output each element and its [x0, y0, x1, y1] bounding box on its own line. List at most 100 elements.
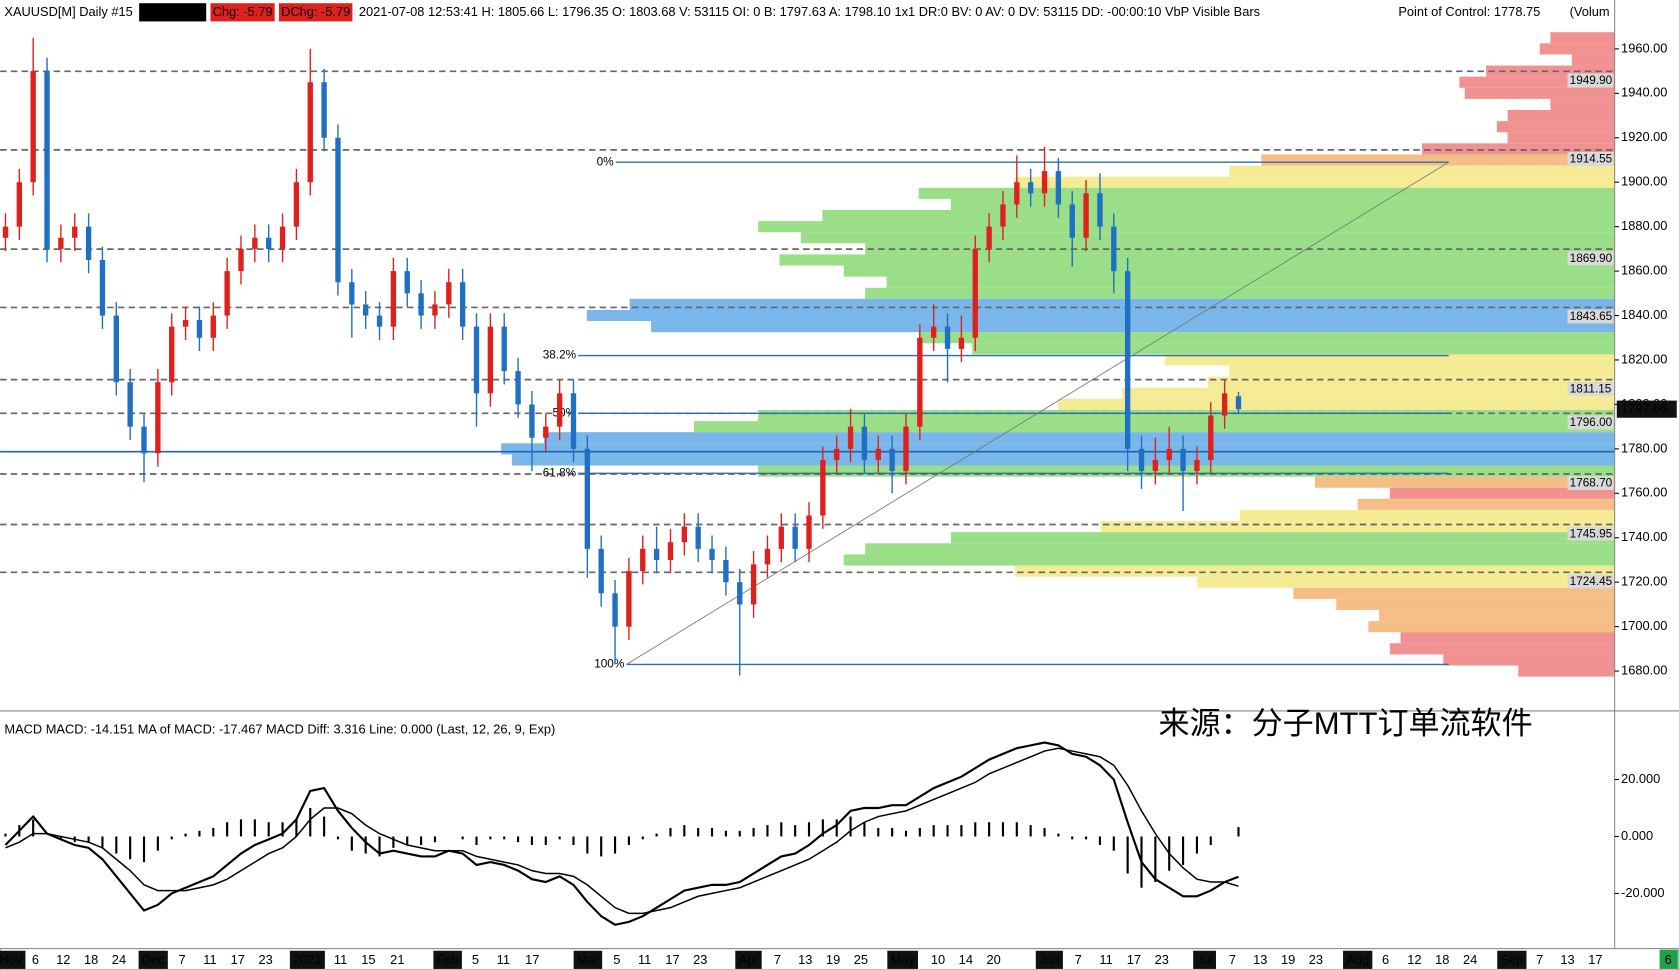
profile-bar: [1443, 654, 1615, 666]
candle-body: [279, 226, 286, 249]
profile-bar: [1197, 576, 1615, 588]
x-tick-label: 5: [613, 952, 620, 967]
y-tick-label: 1820.00: [1621, 351, 1667, 366]
candle-body: [432, 304, 438, 316]
candle-body: [598, 548, 604, 594]
candle-body: [446, 282, 452, 305]
level-label: 1914.55: [1570, 153, 1613, 166]
candle-body: [584, 448, 591, 549]
profile-bar: [758, 409, 1615, 422]
x-tick-label: 10: [931, 952, 945, 967]
candle-body: [1208, 415, 1214, 460]
profile-bar: [1057, 398, 1615, 410]
profile-bar: [1015, 176, 1615, 188]
x-tick-label: 17: [1588, 952, 1602, 967]
x-tick-label: 6: [1382, 952, 1389, 967]
profile-bar: [1207, 376, 1615, 388]
profile-bar: [1496, 121, 1615, 133]
x-tick-label: Feb: [437, 952, 459, 967]
profile-bar: [865, 287, 1615, 299]
x-tick-label: 7: [774, 952, 781, 967]
candle-body: [487, 326, 494, 394]
current-price: 1797.86: [1621, 401, 1667, 416]
candle-body: [917, 337, 923, 427]
profile-bar: [843, 554, 1615, 566]
x-tick-label: 13: [1253, 952, 1267, 967]
candle-body: [1055, 171, 1062, 205]
candle-body: [972, 248, 978, 338]
month-badge: [289, 950, 325, 969]
x-tick-label: 17: [1127, 952, 1141, 967]
x-tick-label: 14: [959, 952, 973, 967]
candle-body: [820, 459, 826, 516]
candle-body: [737, 582, 743, 605]
level-label-bg: [1567, 251, 1614, 266]
profile-bar: [1550, 32, 1615, 44]
profile-bar: [758, 221, 1615, 233]
candle-body: [543, 426, 549, 438]
profile-bar: [843, 265, 1615, 277]
header-dchg: DChg: -5.79: [281, 4, 350, 19]
header-badge: [210, 3, 275, 22]
candle-body: [667, 542, 674, 560]
x-tick-label: 17: [231, 952, 245, 967]
y-tick-label: 0.000: [1621, 828, 1653, 843]
profile-bar: [1518, 665, 1615, 677]
fib-label: 100%: [594, 658, 625, 671]
candle-body: [640, 548, 646, 572]
candle-body: [986, 226, 992, 249]
price-panel: 1949.90 1914.55 1869.90 1843.65 1811.15 1796.…: [0, 32, 1615, 677]
month-badge: [1497, 950, 1527, 969]
x-tick-label: 25: [854, 952, 868, 967]
candle-body: [875, 448, 881, 460]
profile-bar: [1122, 387, 1615, 399]
header-chg: Chg: -5.79: [213, 4, 273, 19]
candle-body: [626, 571, 632, 627]
x-tick-label: 11: [1099, 952, 1112, 967]
price-box: [1616, 400, 1677, 418]
candle-body: [1124, 271, 1131, 449]
x-tick-label: 23: [1155, 952, 1169, 967]
x-tick-label: Aug: [1346, 952, 1369, 967]
candle-body: [1069, 204, 1075, 238]
x-tick-label: 7: [1075, 952, 1082, 967]
candle-body: [653, 548, 660, 560]
profile-bar: [1379, 609, 1615, 622]
header-badge: [139, 3, 207, 22]
x-tick-label: 19: [1281, 952, 1295, 967]
profile-bar: [1261, 154, 1615, 166]
candle-body: [709, 548, 715, 560]
macd-title: MACD MACD: -14.151 MA of MACD: -17.467 M…: [4, 722, 555, 737]
candle-body: [889, 448, 895, 472]
candle-body: [1166, 448, 1172, 460]
level-label: 1869.90: [1570, 252, 1613, 265]
level-label: 1724.45: [1570, 575, 1613, 588]
candle-body: [99, 259, 106, 316]
candle-body: [252, 237, 258, 249]
candle-body: [238, 248, 244, 272]
candle-body: [944, 326, 951, 349]
candle-body: [958, 337, 965, 349]
candle-body: [750, 564, 757, 605]
header-poc: Point of Control: 1778.75: [1398, 4, 1540, 19]
level-label-bg: [1567, 476, 1614, 491]
candle-body: [1194, 459, 1200, 472]
candle-body: [529, 404, 535, 438]
level-label-bg: [1567, 574, 1614, 589]
y-tick-label: 1960.00: [1621, 40, 1667, 55]
candle-body: [376, 315, 383, 327]
profile-bar: [1368, 621, 1615, 633]
month-badge: [887, 950, 919, 969]
candle-body: [321, 82, 327, 138]
candle-body: [903, 426, 909, 472]
profile-bar: [886, 276, 1615, 288]
candle-body: [293, 182, 300, 227]
candle-body: [72, 226, 78, 238]
x-tick-label: 2021: [293, 952, 322, 967]
x-tick-label: 7: [1536, 952, 1543, 967]
candle-body: [182, 319, 189, 327]
profile-bar: [1507, 109, 1615, 122]
profile-bar: [1539, 43, 1615, 55]
profile-bar: [629, 298, 1615, 310]
